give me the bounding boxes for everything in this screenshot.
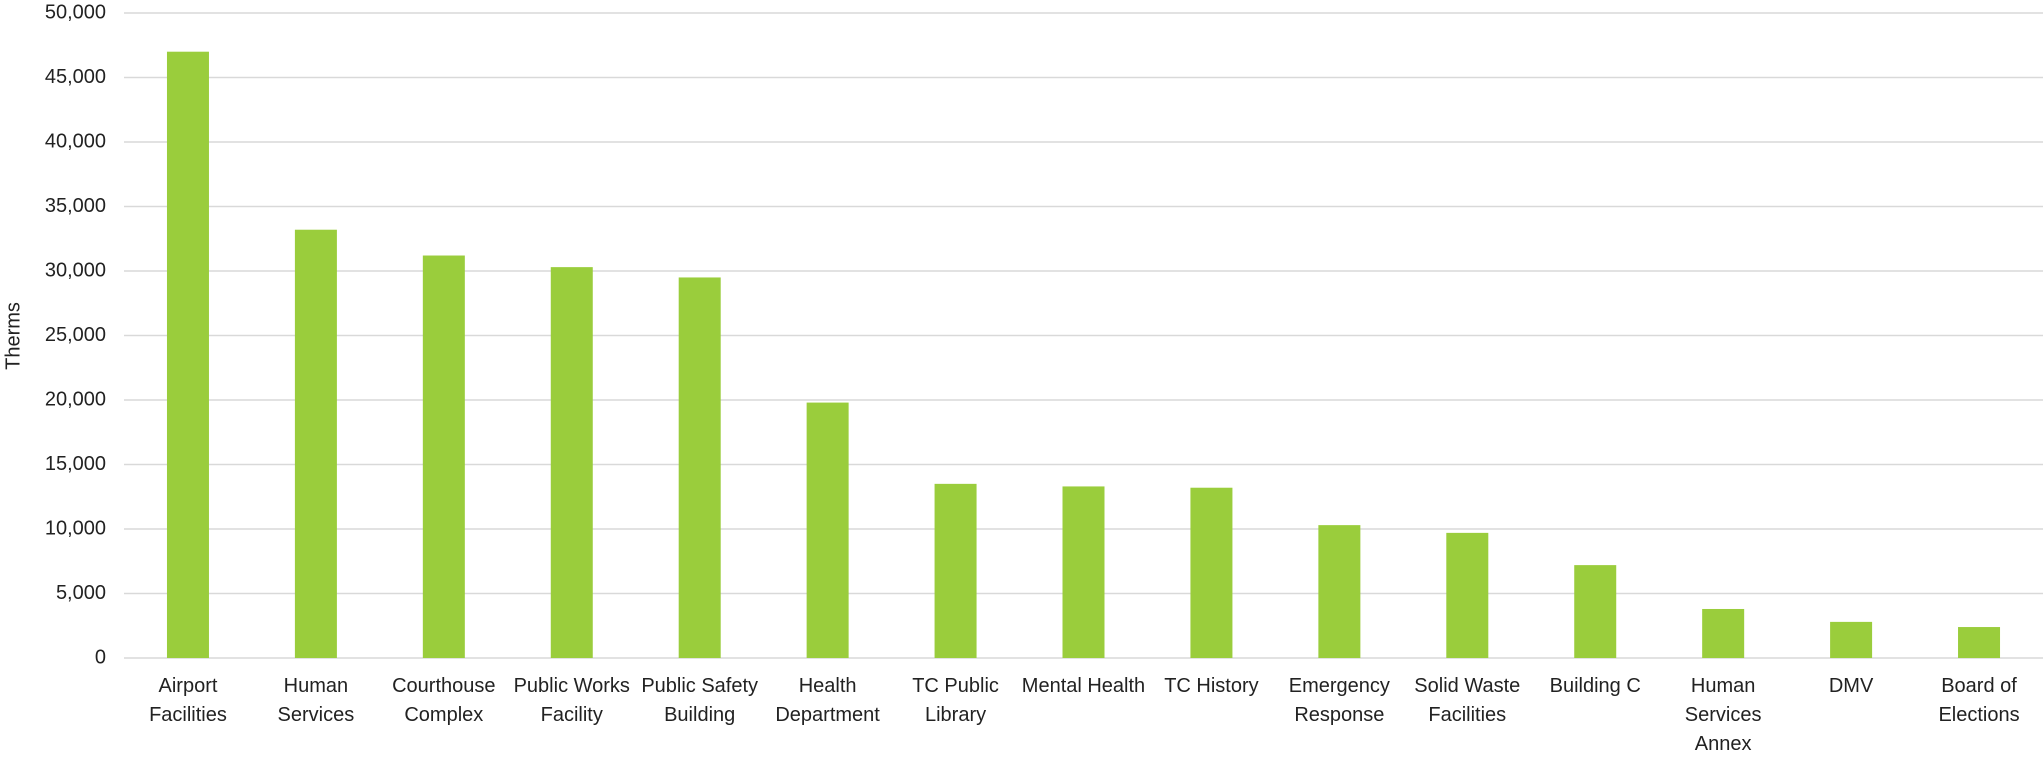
y-tick-label: 35,000	[45, 195, 106, 217]
x-tick-label: Mental Health	[1021, 675, 1146, 697]
y-tick-label: 45,000	[45, 66, 106, 88]
y-tick-label: 10,000	[45, 517, 106, 539]
bar	[166, 51, 209, 658]
y-tick-label: 40,000	[45, 130, 106, 152]
x-tick-label: TC History	[1164, 675, 1259, 697]
bar	[678, 277, 721, 658]
x-tick-label: Board of Elections	[1938, 675, 2020, 726]
y-tick-label: 20,000	[45, 388, 106, 410]
x-tick-label: Public Safety Building	[641, 675, 759, 726]
y-tick-label: 30,000	[45, 259, 106, 281]
y-tick-label: 50,000	[45, 1, 106, 23]
bar	[1318, 525, 1361, 658]
x-tick-label: Emergency Response	[1288, 675, 1390, 726]
x-tick-label: Human Services Annex	[1684, 675, 1762, 755]
bar	[1446, 532, 1489, 658]
bar	[294, 229, 337, 658]
y-tick-label: 5,000	[56, 582, 106, 604]
bar	[806, 402, 849, 658]
x-tick-label: TC Public Library	[912, 675, 999, 726]
bar	[550, 267, 593, 658]
y-tick-label: 15,000	[45, 453, 106, 475]
y-tick-label: 25,000	[45, 324, 106, 346]
bar	[1702, 608, 1745, 658]
x-tick-label: Solid Waste Facilities	[1414, 675, 1521, 726]
bar	[1830, 621, 1873, 658]
x-tick-label: Health Department	[775, 675, 880, 726]
x-tick-label: Building C	[1549, 675, 1641, 697]
bar	[1190, 487, 1233, 658]
bar	[422, 255, 465, 658]
bar	[1958, 627, 2001, 658]
x-tick-label: Human Services	[277, 675, 355, 726]
y-tick-label: 0	[95, 646, 106, 668]
bar	[934, 483, 977, 658]
y-axis-label: Therms	[2, 302, 24, 370]
bar	[1574, 565, 1617, 658]
x-tick-label: Airport Facilities	[149, 675, 227, 726]
x-tick-label: Courthouse Complex	[392, 675, 496, 726]
bar	[1062, 486, 1105, 658]
x-tick-label: Public Works Facility	[513, 675, 630, 726]
x-tick-label: DMV	[1828, 675, 1874, 697]
